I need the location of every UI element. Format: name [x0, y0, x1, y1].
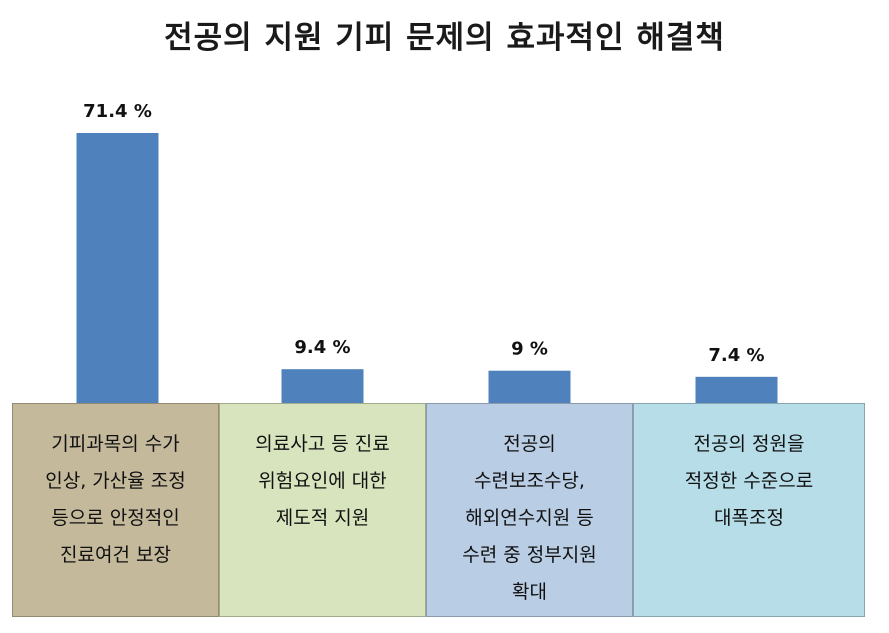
value-label-2: 9.4 % — [294, 337, 350, 358]
value-label-4: 7.4 % — [708, 345, 764, 366]
category-panel-4: 전공의 정원을 적정한 수준으로 대폭조정 — [633, 403, 865, 617]
category-label-4: 전공의 정원을 적정한 수준으로 대폭조정 — [684, 433, 814, 529]
category-panel-2: 의료사고 등 진료 위험요인에 대한 제도적 지원 — [219, 403, 426, 617]
bar-2 — [281, 369, 364, 405]
value-label-3: 9 % — [511, 339, 548, 360]
value-label-1: 71.4 % — [83, 101, 152, 122]
category-panel-3: 전공의 수련보조수당, 해외연수지원 등 수련 중 정부지원 확대 — [426, 403, 633, 617]
category-label-1: 기피과목의 수가 인상, 가산율 조정 등으로 안정적인 진료여건 보장 — [45, 433, 186, 566]
category-panel-1: 기피과목의 수가 인상, 가산율 조정 등으로 안정적인 진료여건 보장 — [12, 403, 219, 617]
bar-3 — [488, 370, 571, 405]
chart-title: 전공의 지원 기피 문제의 효과적인 해결책 — [164, 20, 725, 56]
bar-4 — [695, 376, 778, 405]
category-label-2: 의료사고 등 진료 위험요인에 대한 제도적 지원 — [255, 433, 390, 529]
bar-1 — [76, 133, 159, 405]
category-label-3: 전공의 수련보조수당, 해외연수지원 등 수련 중 정부지원 확대 — [462, 433, 597, 603]
